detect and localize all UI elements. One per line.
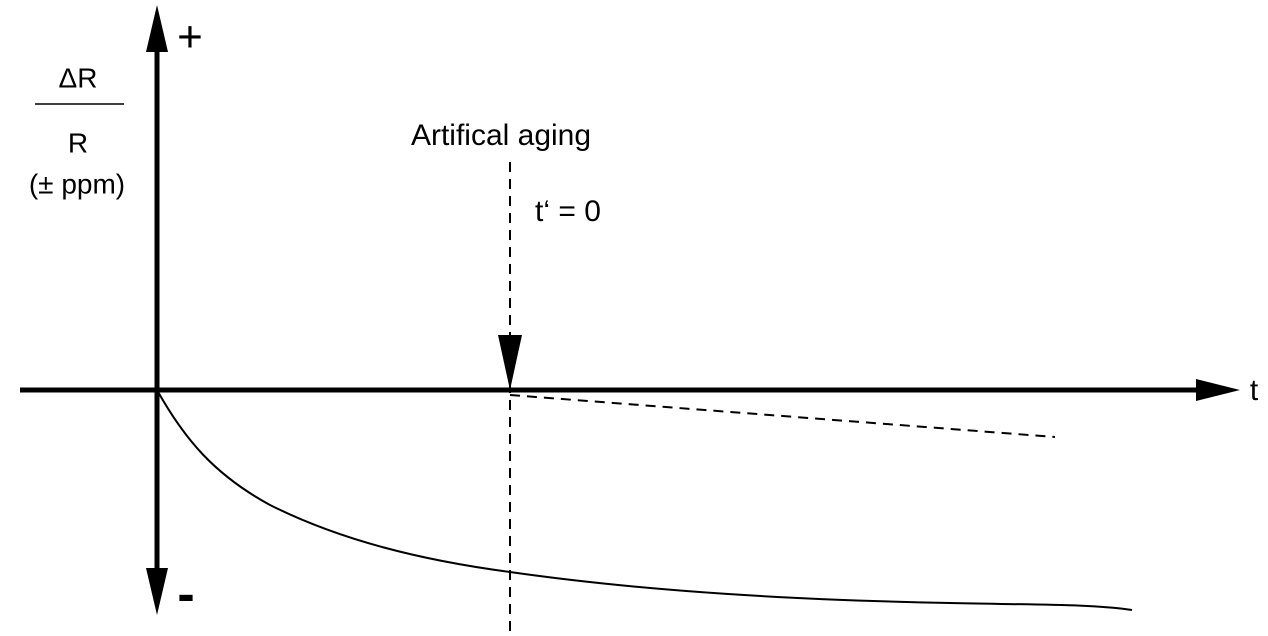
reset-label: t‘ = 0 — [535, 195, 601, 228]
aged-drift-line — [509, 394, 1056, 438]
x-arrow — [1196, 379, 1240, 401]
plus-label: + — [177, 13, 203, 62]
y-unit: (± ppm) — [29, 168, 125, 199]
y-arrow-down — [146, 568, 168, 615]
y-arrow-up — [146, 5, 168, 52]
y-denominator: R — [68, 127, 88, 158]
drift-curve — [156, 389, 1133, 611]
aging-arrow — [498, 335, 522, 390]
x-label: t — [1250, 374, 1259, 407]
minus-label: - — [177, 566, 194, 624]
event-label: Artifical aging — [411, 119, 591, 152]
y-numerator: ΔR — [59, 62, 98, 93]
